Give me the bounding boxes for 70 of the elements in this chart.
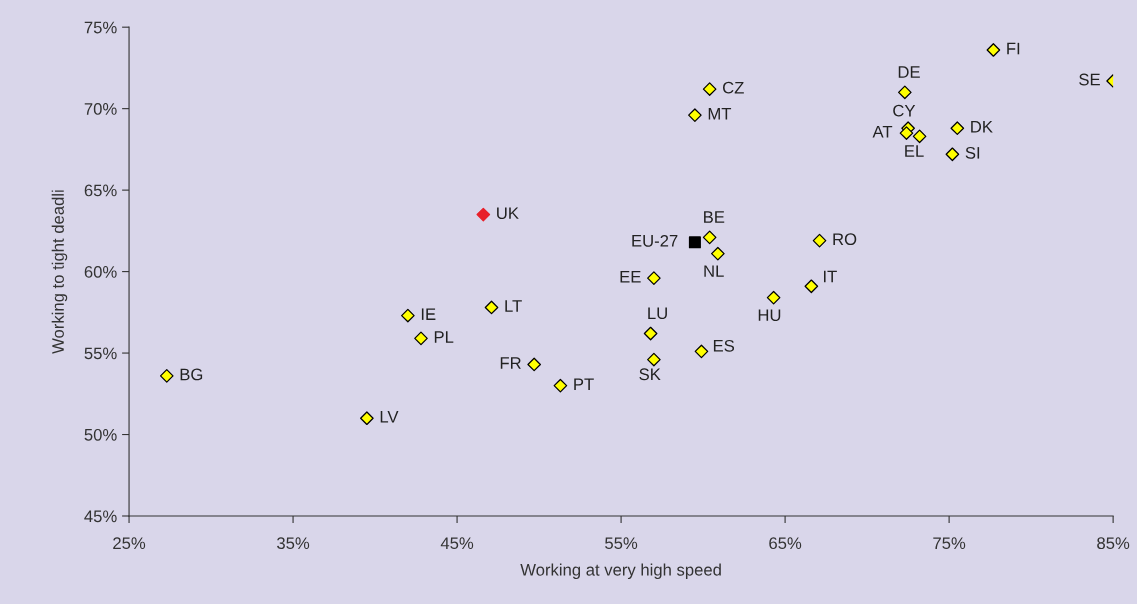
annotation: RO — [833, 233, 857, 246]
x-axis-title: Working at very high speed — [520, 563, 721, 580]
point — [912, 129, 927, 144]
x-tick-label: 85% — [1097, 537, 1130, 550]
annotation: CY — [893, 104, 916, 117]
annotation: SE — [1079, 73, 1100, 86]
x-tick-label: 65% — [769, 537, 802, 550]
point — [950, 121, 965, 136]
point — [897, 85, 912, 100]
point — [401, 308, 415, 323]
y-tick-label: 75% — [84, 21, 117, 34]
point — [986, 43, 1001, 57]
annotation: LT — [505, 300, 522, 312]
annotation: ES — [713, 339, 735, 352]
annotation: DE — [898, 66, 920, 78]
annotation: LU — [648, 307, 667, 320]
annotation: MT — [708, 108, 732, 120]
y-tick-label: 60% — [84, 265, 117, 278]
point — [766, 290, 781, 305]
x-tick-label: 45% — [440, 537, 474, 550]
point — [527, 357, 541, 372]
point — [804, 279, 819, 294]
annotation: EE — [620, 270, 641, 283]
annotation: IE — [421, 308, 436, 320]
annotation: SK — [639, 368, 661, 381]
annotation: UK — [497, 207, 519, 220]
annotation: EL — [905, 145, 924, 157]
annotation: BE — [704, 211, 725, 223]
point — [414, 331, 428, 346]
point — [643, 326, 658, 341]
y-tick-label: 55% — [84, 347, 117, 360]
annotation: SI — [965, 146, 980, 159]
point — [688, 236, 701, 249]
annotation: FR — [500, 357, 521, 369]
x-tick-label: 25% — [113, 537, 146, 550]
annotation: CZ — [723, 81, 744, 94]
annotation: LV — [380, 411, 399, 423]
point — [647, 352, 661, 367]
point — [899, 126, 914, 140]
annotation: NL — [704, 265, 724, 277]
annotation: EU-27 — [632, 234, 678, 247]
x-tick-label: 55% — [605, 537, 638, 550]
point — [694, 344, 709, 359]
point — [159, 369, 174, 383]
point — [647, 271, 661, 285]
annotation: FI — [1007, 42, 1020, 55]
y-tick-label: 45% — [84, 510, 117, 523]
annotation: BG — [180, 368, 203, 381]
annotation: DK — [971, 121, 993, 133]
annotation: AT — [872, 125, 893, 138]
annotation: IT — [823, 270, 837, 283]
annotation: PL — [434, 331, 454, 343]
y-tick-label: 50% — [84, 428, 117, 441]
x-tick-label: 35% — [277, 537, 310, 550]
point — [702, 230, 717, 245]
point — [360, 411, 374, 426]
point — [688, 108, 702, 123]
y-tick-label: 65% — [84, 184, 117, 197]
x-tick-label: 75% — [933, 537, 966, 550]
y-axis-title: Working to tight deadli — [51, 190, 68, 354]
point — [476, 207, 491, 222]
annotation: PT — [574, 378, 594, 390]
point — [812, 233, 827, 248]
point — [553, 378, 568, 393]
point — [711, 246, 725, 261]
annotation: HU — [758, 309, 781, 322]
point — [484, 300, 499, 315]
y-tick-label: 70% — [84, 103, 117, 115]
point — [945, 147, 960, 162]
point — [702, 82, 717, 96]
